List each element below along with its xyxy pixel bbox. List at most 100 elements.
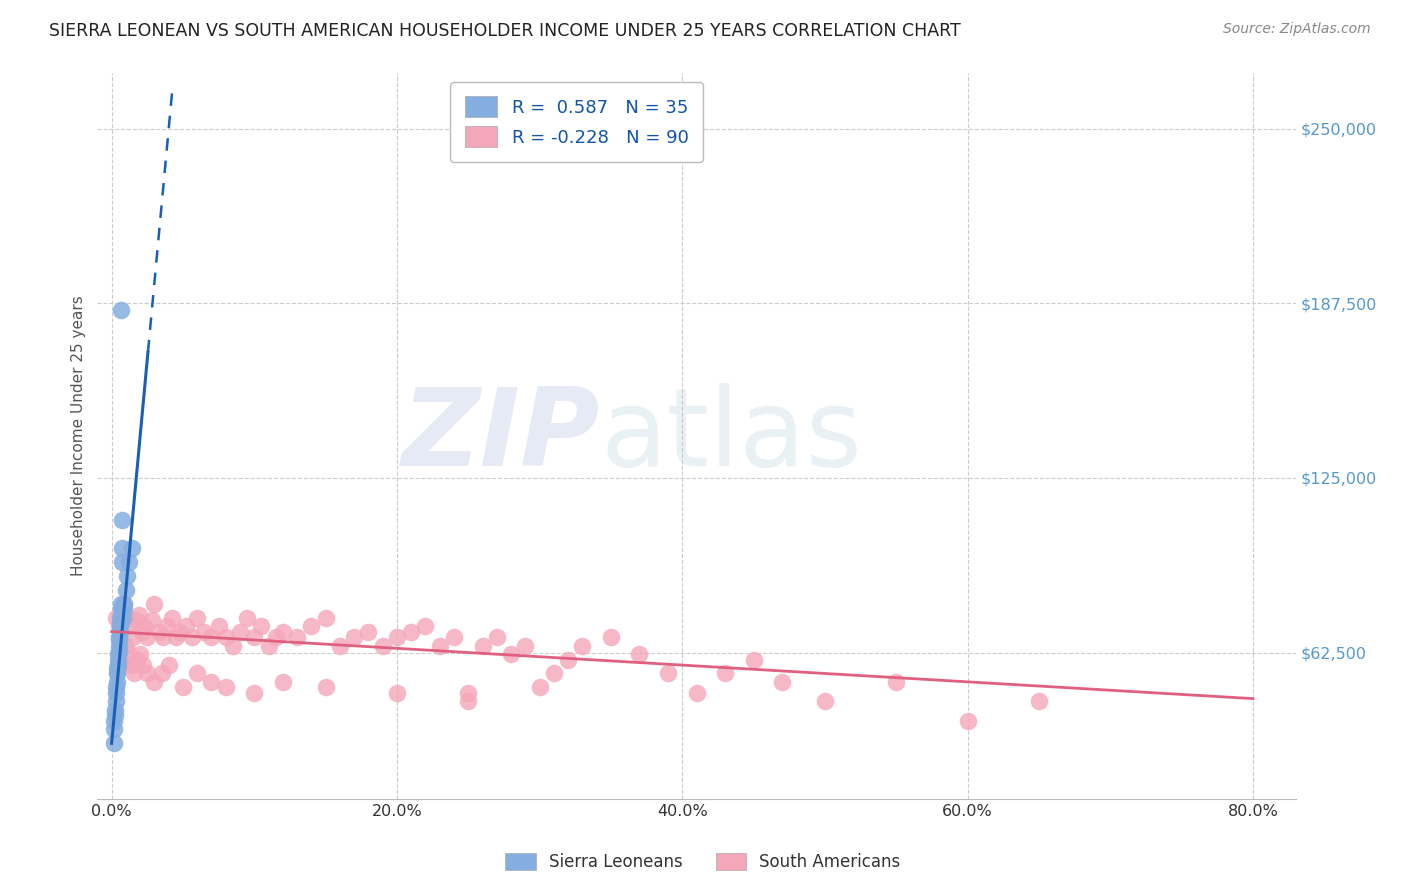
- Point: [117, 610, 139, 624]
- Point: [110, 602, 132, 616]
- Point: [515, 639, 537, 653]
- Point: [499, 647, 522, 661]
- Point: [243, 630, 266, 644]
- Point: [107, 652, 129, 666]
- Point: [132, 658, 155, 673]
- Point: [129, 647, 152, 661]
- Point: [105, 674, 128, 689]
- Point: [657, 666, 679, 681]
- Point: [103, 723, 125, 737]
- Point: [121, 658, 143, 673]
- Point: [134, 619, 156, 633]
- Point: [128, 607, 150, 622]
- Point: [115, 639, 138, 653]
- Point: [143, 674, 166, 689]
- Point: [193, 624, 215, 639]
- Point: [770, 674, 793, 689]
- Point: [543, 666, 565, 681]
- Point: [229, 624, 252, 639]
- Point: [110, 303, 132, 318]
- Point: [329, 639, 352, 653]
- Point: [148, 624, 170, 639]
- Point: [105, 666, 128, 681]
- Point: [485, 630, 508, 644]
- Point: [600, 630, 623, 644]
- Point: [124, 666, 146, 681]
- Point: [628, 647, 651, 661]
- Point: [105, 666, 128, 681]
- Point: [215, 681, 238, 695]
- Text: SIERRA LEONEAN VS SOUTH AMERICAN HOUSEHOLDER INCOME UNDER 25 YEARS CORRELATION C: SIERRA LEONEAN VS SOUTH AMERICAN HOUSEHO…: [49, 22, 960, 40]
- Point: [115, 582, 138, 597]
- Point: [399, 624, 422, 639]
- Point: [112, 658, 135, 673]
- Point: [186, 666, 208, 681]
- Point: [156, 619, 179, 633]
- Point: [157, 658, 180, 673]
- Point: [110, 597, 132, 611]
- Text: Source: ZipAtlas.com: Source: ZipAtlas.com: [1223, 22, 1371, 37]
- Point: [107, 658, 129, 673]
- Point: [200, 630, 222, 644]
- Point: [685, 686, 707, 700]
- Point: [104, 686, 127, 700]
- Point: [357, 624, 380, 639]
- Point: [107, 619, 129, 633]
- Point: [107, 644, 129, 658]
- Point: [814, 694, 837, 708]
- Point: [104, 703, 127, 717]
- Point: [315, 681, 337, 695]
- Point: [371, 639, 394, 653]
- Point: [108, 630, 131, 644]
- Point: [343, 630, 366, 644]
- Point: [385, 630, 408, 644]
- Point: [108, 639, 131, 653]
- Point: [108, 632, 131, 647]
- Point: [285, 630, 308, 644]
- Point: [127, 652, 149, 666]
- Point: [257, 639, 280, 653]
- Point: [122, 630, 145, 644]
- Point: [117, 568, 139, 582]
- Point: [385, 686, 408, 700]
- Point: [742, 652, 765, 666]
- Point: [884, 674, 907, 689]
- Point: [165, 630, 187, 644]
- Point: [169, 624, 191, 639]
- Y-axis label: Householder Income Under 25 years: Householder Income Under 25 years: [72, 295, 86, 576]
- Point: [180, 630, 202, 644]
- Point: [200, 674, 222, 689]
- Point: [557, 652, 579, 666]
- Text: atlas: atlas: [600, 383, 863, 489]
- Point: [457, 694, 479, 708]
- Point: [108, 652, 131, 666]
- Point: [471, 639, 494, 653]
- Point: [104, 610, 127, 624]
- Point: [118, 555, 141, 569]
- Point: [143, 597, 166, 611]
- Point: [243, 686, 266, 700]
- Point: [152, 630, 174, 644]
- Point: [529, 681, 551, 695]
- Point: [222, 639, 245, 653]
- Point: [103, 714, 125, 728]
- Point: [1028, 694, 1050, 708]
- Point: [103, 736, 125, 750]
- Point: [114, 597, 136, 611]
- Point: [271, 674, 294, 689]
- Point: [443, 630, 465, 644]
- Point: [118, 647, 141, 661]
- Point: [457, 686, 479, 700]
- Point: [111, 541, 134, 555]
- Point: [174, 619, 197, 633]
- Point: [571, 639, 593, 653]
- Point: [186, 610, 208, 624]
- Point: [104, 694, 127, 708]
- Legend: R =  0.587   N = 35, R = -0.228   N = 90: R = 0.587 N = 35, R = -0.228 N = 90: [450, 82, 703, 161]
- Point: [714, 666, 737, 681]
- Point: [121, 541, 143, 555]
- Point: [110, 555, 132, 569]
- Point: [111, 513, 134, 527]
- Point: [215, 630, 238, 644]
- Point: [250, 619, 273, 633]
